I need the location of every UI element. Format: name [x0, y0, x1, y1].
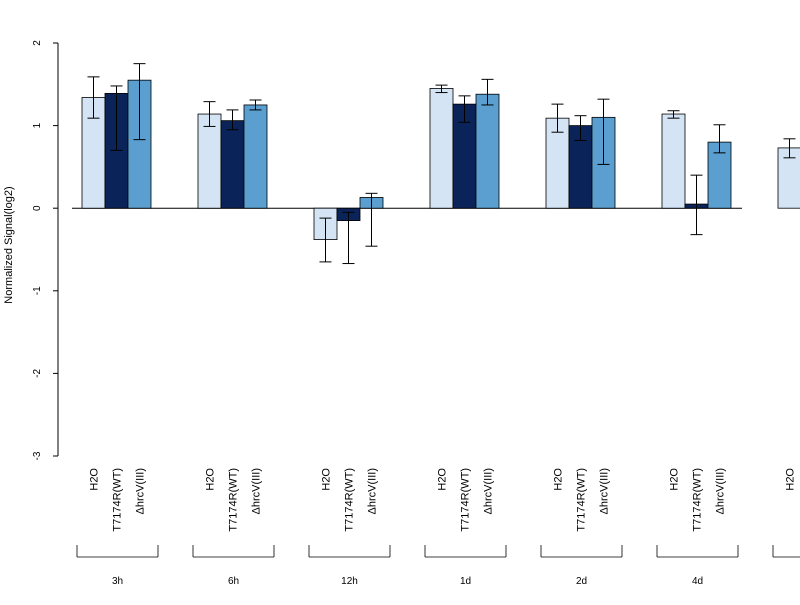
- group-label: 4d: [692, 576, 703, 587]
- y-tick-label: 0: [32, 205, 43, 211]
- y-tick-label: -2: [32, 369, 43, 378]
- y-tick-label: 2: [32, 40, 43, 46]
- group-label: 12h: [341, 576, 358, 587]
- x-tick-label: H2O: [669, 468, 681, 491]
- x-tick-label: H2O: [437, 468, 449, 491]
- x-tick-label: ΔhrcV(III): [251, 468, 263, 514]
- bar: [476, 94, 499, 208]
- x-tick-label: ΔhrcV(III): [483, 468, 495, 514]
- x-tick-label: ΔhrcV(III): [715, 468, 727, 514]
- bar: [430, 88, 453, 208]
- x-tick-label: ΔhrcV(III): [135, 468, 147, 514]
- bar: [244, 105, 267, 208]
- x-tick-label: T7174R(WT): [228, 468, 240, 532]
- x-tick-label: T7174R(WT): [460, 468, 472, 532]
- group-label: 2d: [576, 576, 587, 587]
- x-tick-label: ΔhrcV(III): [367, 468, 379, 514]
- category-labels: H2O T7174R(WT) ΔhrcV(III) 3h H2O T7174R(WT) Δh…: [77, 468, 800, 587]
- x-tick-label: H2O: [205, 468, 217, 491]
- x-tick-label: H2O: [553, 468, 565, 491]
- x-tick-label: H2O: [321, 468, 333, 491]
- bar: [221, 121, 244, 209]
- x-tick-label: T7174R(WT): [692, 468, 704, 532]
- y-tick-label: -1: [32, 286, 43, 295]
- y-tick-label: 1: [32, 122, 43, 128]
- y-tick-label: -3: [32, 451, 43, 460]
- group-label: 1d: [460, 576, 471, 587]
- x-tick-label: ΔhrcV(III): [599, 468, 611, 514]
- bar: [198, 114, 221, 208]
- bars: [82, 80, 800, 347]
- group-label: 3h: [112, 576, 123, 587]
- y-axis-label: Normalized Signal(log2): [3, 186, 15, 303]
- x-tick-label: T7174R(WT): [576, 468, 588, 532]
- group-label: 6h: [228, 576, 239, 587]
- x-tick-label: T7174R(WT): [112, 468, 124, 532]
- bar: [662, 114, 685, 208]
- x-tick-label: H2O: [89, 468, 101, 491]
- x-tick-label: T7174R(WT): [344, 468, 356, 532]
- x-tick-label: H2O: [785, 468, 797, 491]
